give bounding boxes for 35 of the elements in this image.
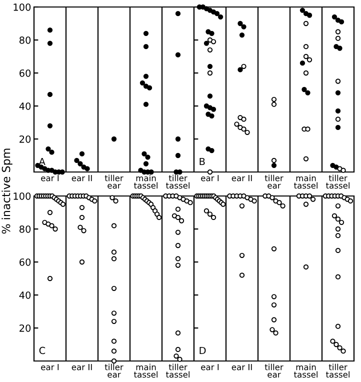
- x-tick-label: tiller tassel: [326, 174, 350, 189]
- y-tick-label: 100: [14, 3, 31, 11]
- x-tick-label: ear II: [232, 364, 252, 370]
- x-tick-label: main tassel: [294, 364, 318, 378]
- x-tick-label: tiller tassel: [166, 174, 190, 189]
- x-tick-label: ear I: [201, 364, 219, 370]
- x-tick-label: ear II: [72, 175, 92, 182]
- y-tick-label: 60: [20, 258, 31, 266]
- y-axis-title: % inactive Spm: [2, 148, 12, 234]
- y-tick-label: 20: [20, 135, 31, 143]
- x-tick-label: ear II: [232, 175, 252, 182]
- annotation: B: [200, 158, 205, 166]
- y-tick-label: 40: [19, 291, 31, 299]
- x-tick-label: ear I: [41, 364, 59, 370]
- x-tick-label: main tassel: [134, 174, 158, 189]
- y-tick-label: 80: [20, 36, 31, 44]
- x-tick-label: main tassel: [134, 364, 158, 378]
- annotation: A: [38, 158, 46, 166]
- x-tick-label: tiller tassel: [166, 364, 190, 378]
- y-tick-label: 20: [20, 324, 31, 332]
- x-tick-label: tiller ear: [264, 364, 284, 378]
- y-tick-label: 80: [20, 225, 31, 233]
- x-tick-label: tiller tassel: [326, 364, 350, 378]
- annotation: C: [39, 346, 46, 354]
- x-tick-label: ear I: [41, 175, 59, 182]
- annotation: D: [200, 346, 206, 354]
- x-tick-label: tiller ear: [104, 364, 124, 378]
- x-tick-label: tiller ear: [264, 174, 284, 189]
- x-tick-label: tiller ear: [104, 174, 124, 189]
- y-tick-label: 40: [19, 102, 31, 110]
- x-tick-label: main tassel: [294, 174, 318, 189]
- y-tick-label: 60: [20, 69, 31, 77]
- x-tick-label: ear II: [72, 364, 92, 370]
- x-tick-label: ear I: [201, 175, 219, 182]
- y-tick-label: 100: [14, 192, 31, 200]
